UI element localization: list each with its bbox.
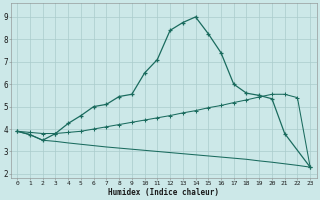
X-axis label: Humidex (Indice chaleur): Humidex (Indice chaleur) [108, 188, 219, 197]
